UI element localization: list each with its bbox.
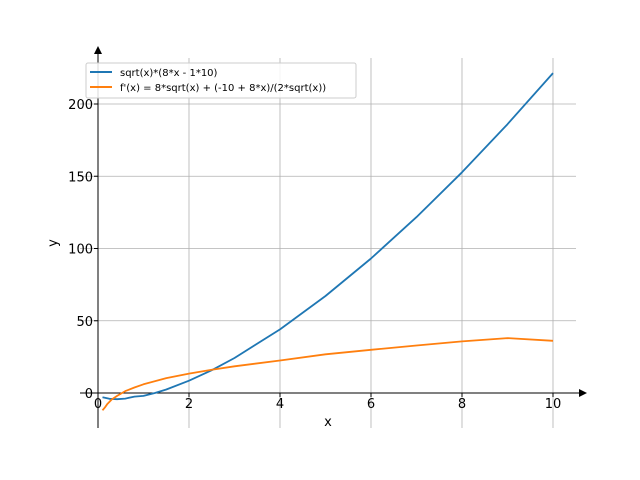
y-tick-label: 100 <box>68 243 93 258</box>
x-tick-label: 10 <box>545 397 562 412</box>
legend-label-series-1: sqrt(x)*(8*x - 1*10) <box>120 68 218 79</box>
y-axis-title: y <box>46 239 61 247</box>
axes <box>80 46 587 428</box>
series-line-1 <box>102 72 554 401</box>
x-axis-arrow <box>579 389 587 397</box>
x-tick-label: 0 <box>94 397 102 412</box>
y-tick-label: 0 <box>85 387 93 402</box>
series <box>101 72 554 411</box>
y-axis-arrow <box>94 46 102 54</box>
grid <box>80 58 576 428</box>
x-tick-label: 4 <box>276 397 284 412</box>
x-axis-title: x <box>324 415 332 430</box>
x-tick-label: 6 <box>367 397 375 412</box>
legend-label-series-2: f'(x) = 8*sqrt(x) + (-10 + 8*x)/(2*sqrt(… <box>120 83 326 94</box>
y-tick-label: 200 <box>68 98 93 113</box>
series-line-2 <box>101 337 554 411</box>
x-tick-label: 2 <box>185 397 193 412</box>
y-tick-label: 150 <box>68 170 93 185</box>
x-tick-label: 8 <box>458 397 466 412</box>
legend-box <box>85 62 357 99</box>
y-tick-label: 50 <box>76 315 93 330</box>
legend: sqrt(x)*(8*x - 1*10) f'(x) = 8*sqrt(x) +… <box>85 62 357 99</box>
